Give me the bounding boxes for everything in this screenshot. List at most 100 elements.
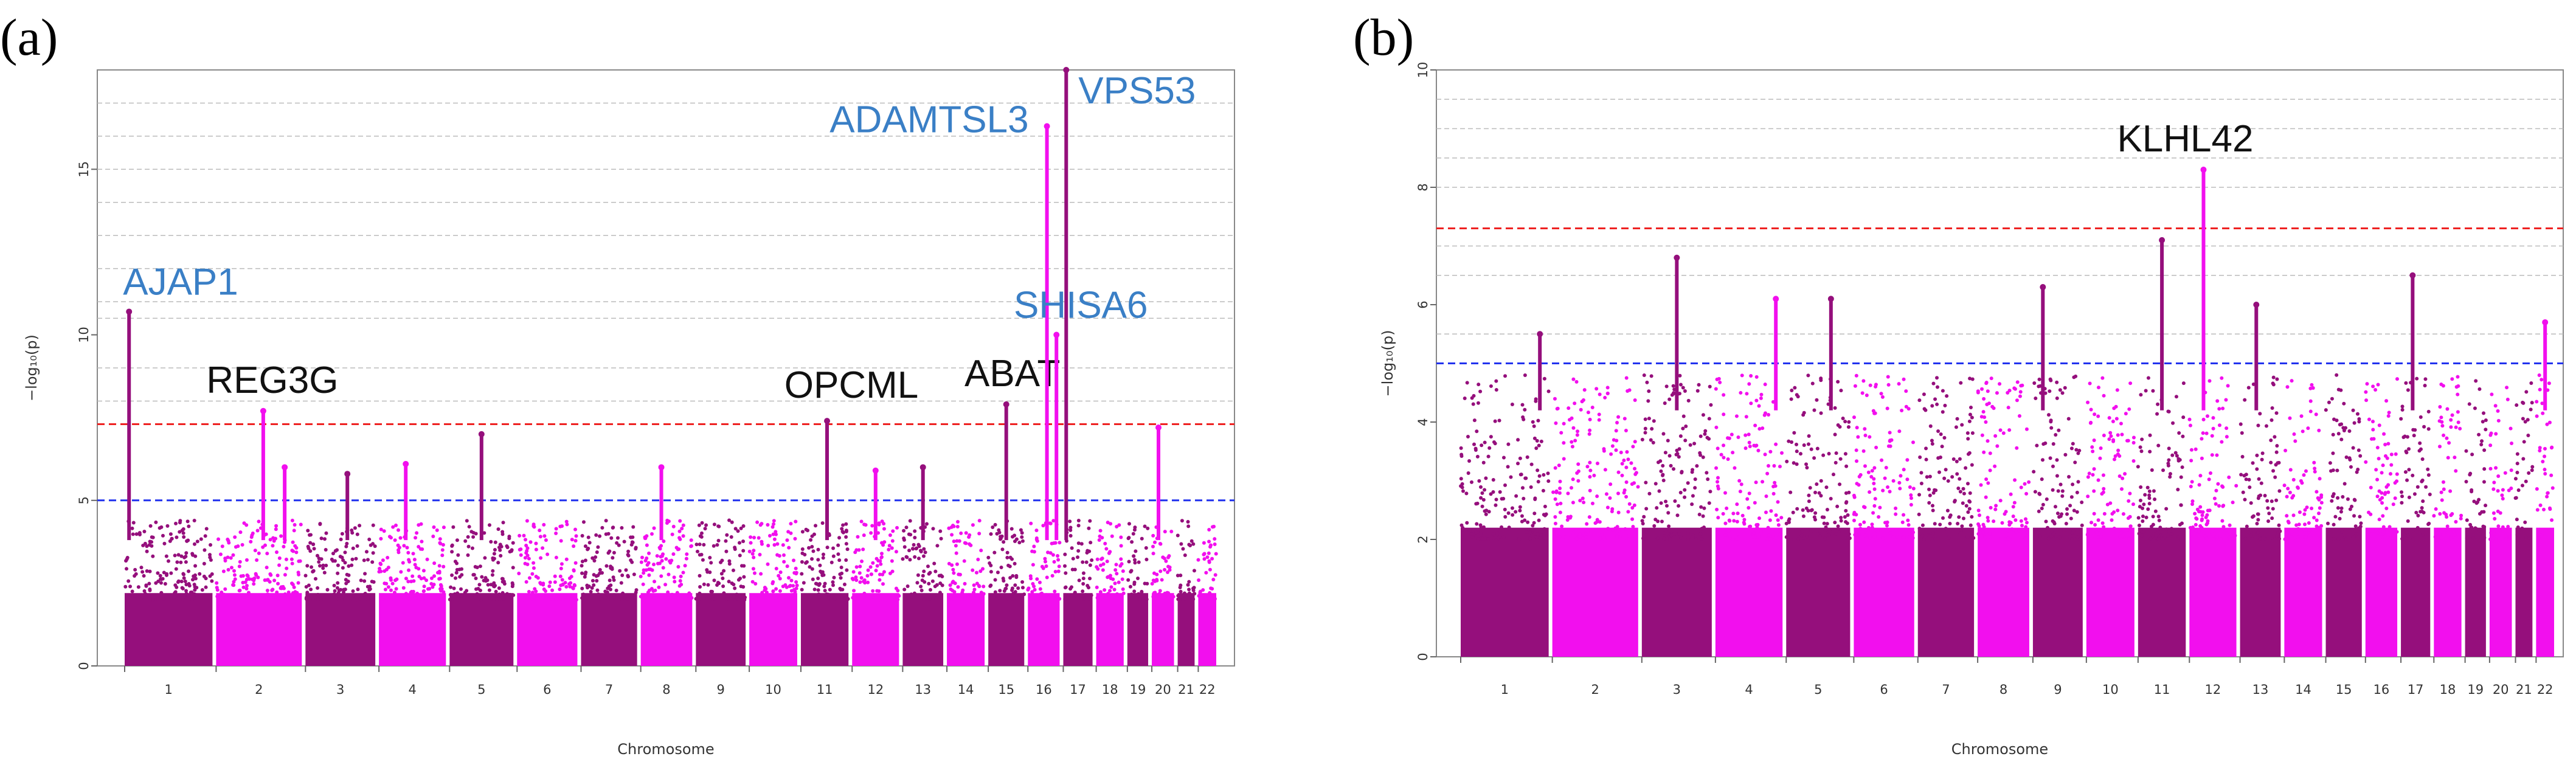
snp-point (2287, 521, 2291, 525)
snp-point (1152, 552, 1155, 555)
snp-point (309, 533, 313, 536)
snp-point (265, 552, 269, 555)
snp-point (2367, 418, 2371, 421)
snp-point (793, 537, 797, 541)
snp-point (1933, 522, 1937, 525)
snp-point (826, 546, 829, 549)
snp-point (2535, 400, 2538, 404)
snp-point (1933, 528, 1936, 532)
snp-point (339, 538, 343, 541)
snp-point (2243, 398, 2246, 402)
snp-point (2317, 526, 2321, 530)
snp-point (810, 545, 814, 549)
snp-point (1594, 387, 1598, 390)
snp-point (685, 552, 688, 556)
y-axis-label: −log₁₀(p) (23, 334, 40, 401)
snp-point (356, 544, 359, 548)
snp-point (702, 543, 705, 547)
snp-point (1827, 533, 1830, 537)
snp-point (2285, 514, 2288, 518)
snp-point (2056, 511, 2060, 515)
snp-point (1761, 480, 1764, 483)
snp-point (1495, 388, 1498, 392)
snp-point (1676, 513, 1680, 517)
snp-point (775, 542, 779, 546)
snp-point (992, 595, 995, 599)
snp-point (179, 555, 183, 558)
snp-point (1492, 478, 1495, 482)
snp-point (2044, 520, 2048, 524)
snp-point (1716, 516, 1720, 519)
snp-point (2144, 389, 2148, 392)
snp-point (805, 560, 809, 564)
snp-point (1522, 497, 1525, 500)
snp-point (1017, 541, 1021, 544)
snp-point (590, 556, 594, 560)
snp-point (2276, 461, 2279, 465)
snp-point (1546, 479, 1550, 483)
snp-point (255, 558, 258, 562)
snp-point (320, 536, 324, 540)
snp-point (2273, 435, 2276, 438)
x-tick-label: 10 (2102, 682, 2119, 697)
snp-point (2271, 507, 2275, 511)
snp-point (923, 580, 926, 584)
snp-point (1959, 381, 1962, 385)
snp-point (184, 551, 188, 555)
snp-point (1520, 514, 1524, 518)
snp-point (1802, 514, 1806, 518)
snp-point (604, 564, 608, 568)
snp-point (929, 595, 933, 599)
snp-point (1812, 456, 1816, 460)
snp-point (123, 585, 127, 589)
snp-point (1190, 539, 1194, 543)
snp-point (291, 541, 295, 544)
snp-point (1838, 425, 1841, 429)
snp-point (952, 539, 956, 543)
snp-point (2208, 508, 2212, 512)
snp-point (1202, 541, 1206, 545)
snp-point (1465, 521, 1469, 525)
snp-point (1957, 515, 1961, 519)
snp-point (1757, 535, 1761, 538)
snp-point (1658, 459, 1662, 463)
snp-point (1918, 455, 1922, 459)
snp-point (947, 527, 950, 530)
snp-point (184, 580, 187, 583)
snp-point (1986, 519, 1990, 522)
snp-point (362, 580, 366, 583)
snp-point (1943, 404, 1947, 407)
snp-point (2007, 406, 2010, 409)
snp-point (977, 584, 981, 587)
snp-point (2404, 470, 2408, 474)
snp-point (1588, 475, 1591, 479)
snp-point (539, 535, 542, 538)
snp-point (415, 592, 419, 595)
snp-point (2524, 536, 2528, 539)
snp-point (1881, 395, 1885, 399)
snp-point (2212, 538, 2216, 541)
snp-point (1793, 386, 1796, 390)
snp-point (1988, 532, 1992, 535)
snp-point (2167, 459, 2170, 462)
snp-point (1847, 420, 1851, 424)
snp-point (653, 580, 656, 583)
snp-point (1819, 494, 1823, 497)
snp-point (1902, 513, 1905, 517)
snp-point (2383, 493, 2387, 496)
snp-point (2521, 483, 2524, 487)
snp-point (1049, 522, 1053, 525)
snp-point (759, 572, 763, 576)
snp-point (1824, 485, 1828, 489)
snp-point (2387, 410, 2391, 414)
snp-point (272, 579, 276, 583)
snp-point (958, 573, 962, 577)
snp-point (2181, 415, 2185, 419)
snp-point (1868, 490, 1871, 494)
snp-point (975, 571, 978, 575)
snp-point (1068, 519, 1072, 523)
snp-point (1917, 527, 1921, 530)
snp-point (2190, 448, 2193, 452)
snp-point (419, 547, 423, 551)
snp-point (1120, 562, 1124, 566)
